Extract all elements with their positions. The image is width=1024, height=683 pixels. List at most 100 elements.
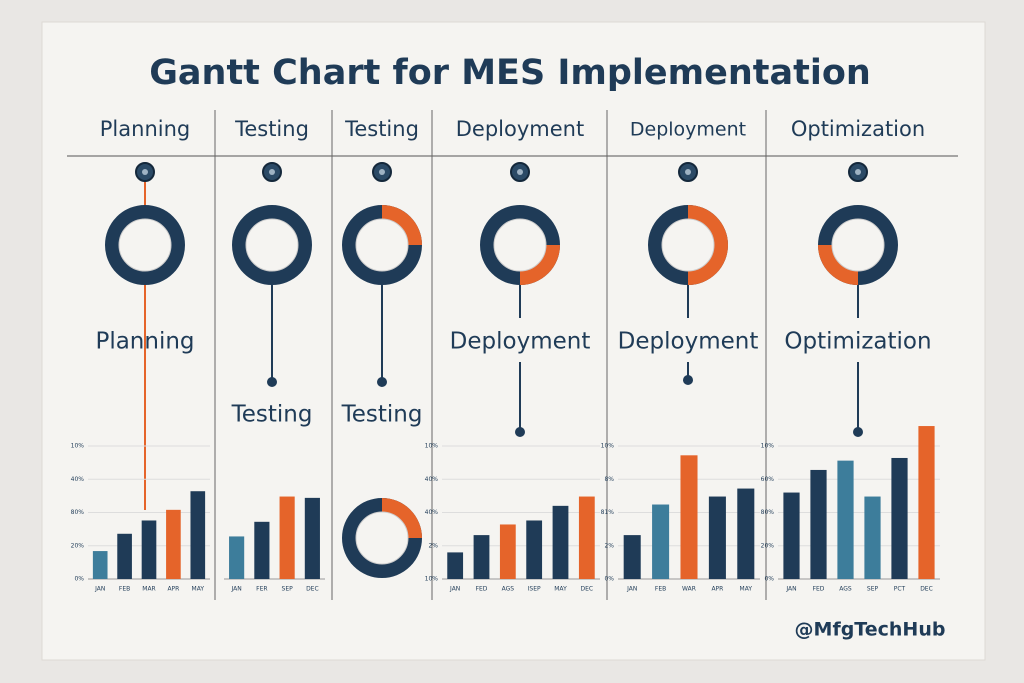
donut-inner-edge — [245, 218, 299, 272]
donut-arc — [382, 498, 422, 538]
x-tick-label: MAY — [554, 586, 567, 593]
y-tick-label: 40% — [71, 476, 85, 483]
x-tick-label: FED — [813, 586, 825, 593]
stem-dot — [683, 375, 693, 385]
donut-ring — [232, 205, 312, 285]
x-tick-label: DEC — [581, 586, 594, 593]
y-tick-label: 20% — [761, 542, 775, 549]
panel-label: Optimization — [784, 329, 931, 355]
donut-arc — [520, 245, 560, 285]
panel-label: Planning — [95, 329, 194, 355]
x-tick-label: FER — [256, 586, 267, 593]
pin-center — [269, 169, 275, 175]
bar — [891, 457, 908, 579]
stem-dot — [377, 377, 387, 387]
bar — [783, 492, 800, 579]
bar — [623, 535, 641, 579]
bar — [473, 535, 490, 579]
bar — [304, 497, 320, 579]
header: Deployment — [630, 119, 746, 141]
x-tick-label: JAN — [785, 586, 796, 593]
x-tick-label: JAN — [626, 586, 637, 593]
donut-inner-edge — [355, 218, 409, 272]
pin-center — [379, 169, 385, 175]
y-tick-label: 40% — [425, 476, 439, 483]
bar — [737, 488, 755, 579]
y-tick-label: 80% — [761, 509, 775, 516]
y-tick-label: 10% — [601, 443, 615, 450]
y-tick-label: 10% — [761, 443, 775, 450]
x-tick-label: ISEP — [528, 586, 541, 593]
x-tick-label: FEB — [655, 586, 666, 593]
header: Testing — [234, 117, 309, 141]
bar — [229, 536, 245, 579]
x-tick-label: WAR — [682, 586, 696, 593]
donut-inner-edge — [118, 218, 172, 272]
donut-arc — [688, 205, 728, 285]
bar — [708, 496, 726, 579]
pin-center — [855, 169, 861, 175]
x-tick-label: MAY — [192, 586, 205, 593]
donut-arc — [382, 205, 422, 245]
header: Testing — [344, 117, 419, 141]
donut-arc — [818, 245, 858, 285]
x-tick-label: APR — [167, 586, 179, 593]
bar — [552, 505, 569, 579]
handle: @MfgTechHub — [795, 619, 946, 641]
bar — [141, 520, 157, 579]
bar — [254, 521, 270, 579]
y-tick-label: 10% — [425, 443, 439, 450]
x-tick-label: SEP — [282, 586, 294, 593]
bar — [837, 460, 854, 579]
y-tick-label: 20% — [71, 542, 85, 549]
x-tick-label: SEP — [867, 586, 879, 593]
x-tick-label: MAY — [740, 586, 753, 593]
y-tick-label: 81% — [601, 509, 615, 516]
pin-center — [142, 169, 148, 175]
bar — [166, 509, 181, 579]
x-tick-label: JAN — [449, 586, 460, 593]
panel-label: Testing — [341, 402, 423, 428]
bar — [447, 552, 464, 579]
x-tick-label: APR — [711, 586, 723, 593]
stem-dot — [853, 427, 863, 437]
title: Gantt Chart for MES Implementation — [149, 53, 871, 93]
x-tick-label: DEC — [306, 586, 319, 593]
x-tick-label: JAN — [230, 586, 241, 593]
bar — [190, 491, 206, 579]
x-tick-label: FED — [476, 586, 488, 593]
donut-ring — [105, 205, 185, 285]
donut-inner-edge — [493, 218, 547, 272]
donut-inner-edge — [831, 218, 885, 272]
bar — [810, 469, 827, 579]
y-tick-label: 0% — [604, 576, 614, 583]
donut-inner-edge — [661, 218, 715, 272]
y-tick-label: 80% — [71, 509, 85, 516]
bar — [680, 455, 698, 579]
x-tick-label: AGS — [502, 586, 515, 593]
x-tick-label: MAR — [142, 586, 155, 593]
x-tick-label: FEB — [119, 586, 130, 593]
y-tick-label: 0% — [764, 576, 774, 583]
x-tick-label: AGS — [839, 586, 852, 593]
y-tick-label: 10% — [71, 443, 85, 450]
bar — [864, 496, 881, 579]
header: Deployment — [456, 117, 584, 141]
bar — [652, 504, 670, 579]
bar — [499, 524, 516, 579]
bar — [578, 496, 595, 579]
y-tick-label: 2% — [604, 542, 614, 549]
y-tick-label: 8% — [604, 476, 614, 483]
stem-dot — [267, 377, 277, 387]
bar — [279, 496, 295, 579]
y-tick-label: 2% — [428, 542, 438, 549]
pin-center — [685, 169, 691, 175]
bar — [918, 426, 935, 579]
header: Planning — [100, 117, 190, 141]
bar — [526, 520, 543, 579]
bar — [92, 551, 108, 579]
panel-label: Deployment — [618, 329, 759, 355]
y-tick-label: 40% — [425, 509, 439, 516]
y-tick-label: 0% — [74, 576, 84, 583]
